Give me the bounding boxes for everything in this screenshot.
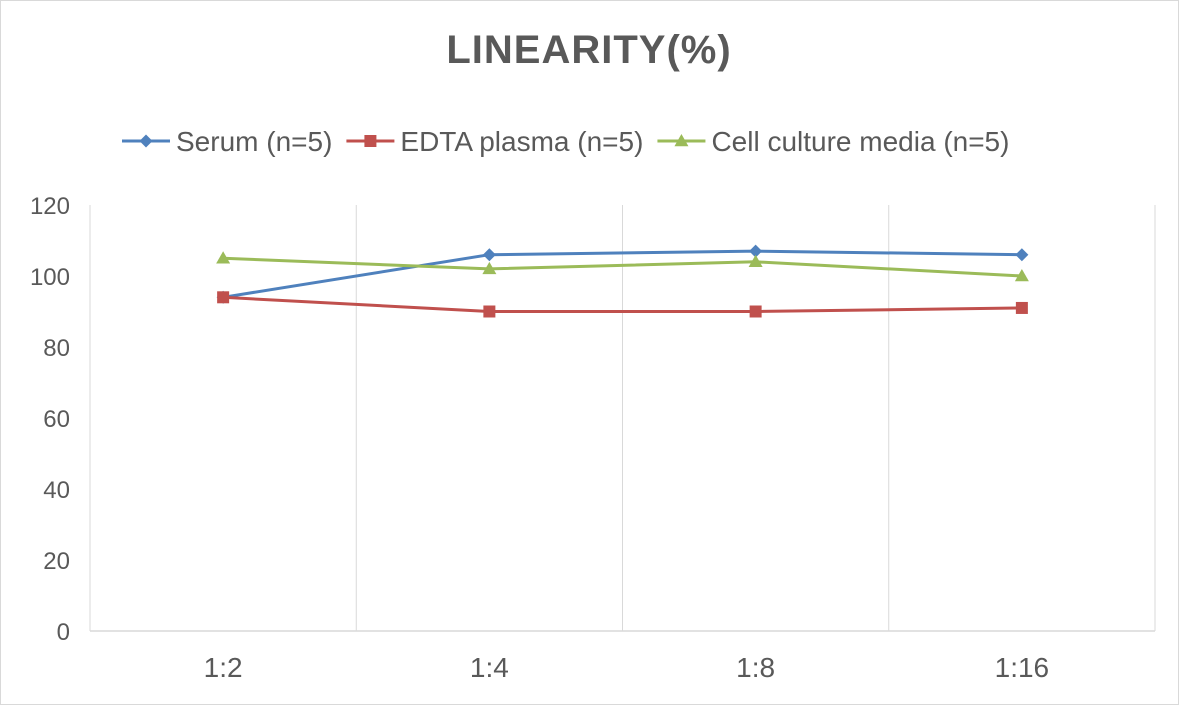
x-tick-label: 1:4 bbox=[470, 652, 509, 683]
x-tick-label: 1:16 bbox=[995, 652, 1050, 683]
chart-legend: Serum (n=5) EDTA plasma (n=5) Cell culture… bbox=[122, 126, 1009, 157]
series-line bbox=[223, 256, 1022, 278]
y-tick-label: 0 bbox=[57, 619, 70, 646]
series-line bbox=[222, 249, 1022, 299]
legend-label: Cell culture media (n=5) bbox=[711, 126, 1009, 157]
series-2 bbox=[216, 251, 1029, 282]
data-point bbox=[482, 248, 496, 262]
data-point bbox=[1015, 248, 1029, 262]
y-tick-label: 120 bbox=[30, 193, 70, 220]
series-layer bbox=[216, 244, 1029, 318]
y-tick-label: 80 bbox=[43, 335, 70, 362]
y-tick-label: 100 bbox=[30, 264, 70, 291]
chart-title: LINEARITY(%) bbox=[446, 28, 731, 72]
legend-label: Serum (n=5) bbox=[176, 126, 332, 157]
x-tick-label: 1:8 bbox=[736, 652, 775, 683]
data-point bbox=[749, 305, 762, 318]
x-axis: 1:2 1:4 1:8 1:16 bbox=[204, 652, 1049, 683]
legend-marker bbox=[139, 134, 153, 148]
series-1 bbox=[217, 291, 1028, 318]
data-point bbox=[1014, 269, 1029, 282]
data-point bbox=[1015, 301, 1028, 314]
legend-marker bbox=[674, 134, 689, 147]
legend-item: EDTA plasma (n=5) bbox=[346, 126, 643, 157]
legend-marker bbox=[364, 135, 377, 147]
series-line bbox=[223, 295, 1022, 313]
data-point bbox=[217, 291, 230, 304]
y-tick-label: 60 bbox=[43, 406, 70, 433]
data-point bbox=[482, 261, 497, 275]
data-point bbox=[748, 254, 763, 268]
y-axis: 0 20 40 60 80 100 120 bbox=[30, 193, 70, 646]
data-point bbox=[216, 251, 231, 264]
legend-label: EDTA plasma (n=5) bbox=[400, 126, 643, 157]
y-tick-label: 20 bbox=[43, 548, 70, 575]
data-point bbox=[749, 244, 763, 258]
y-tick-label: 40 bbox=[43, 477, 70, 504]
x-tick-label: 1:2 bbox=[204, 652, 243, 683]
data-point bbox=[483, 305, 496, 318]
legend-item: Cell culture media (n=5) bbox=[657, 126, 1009, 157]
plot-grid bbox=[89, 205, 1156, 632]
legend-item: Serum (n=5) bbox=[122, 126, 332, 157]
